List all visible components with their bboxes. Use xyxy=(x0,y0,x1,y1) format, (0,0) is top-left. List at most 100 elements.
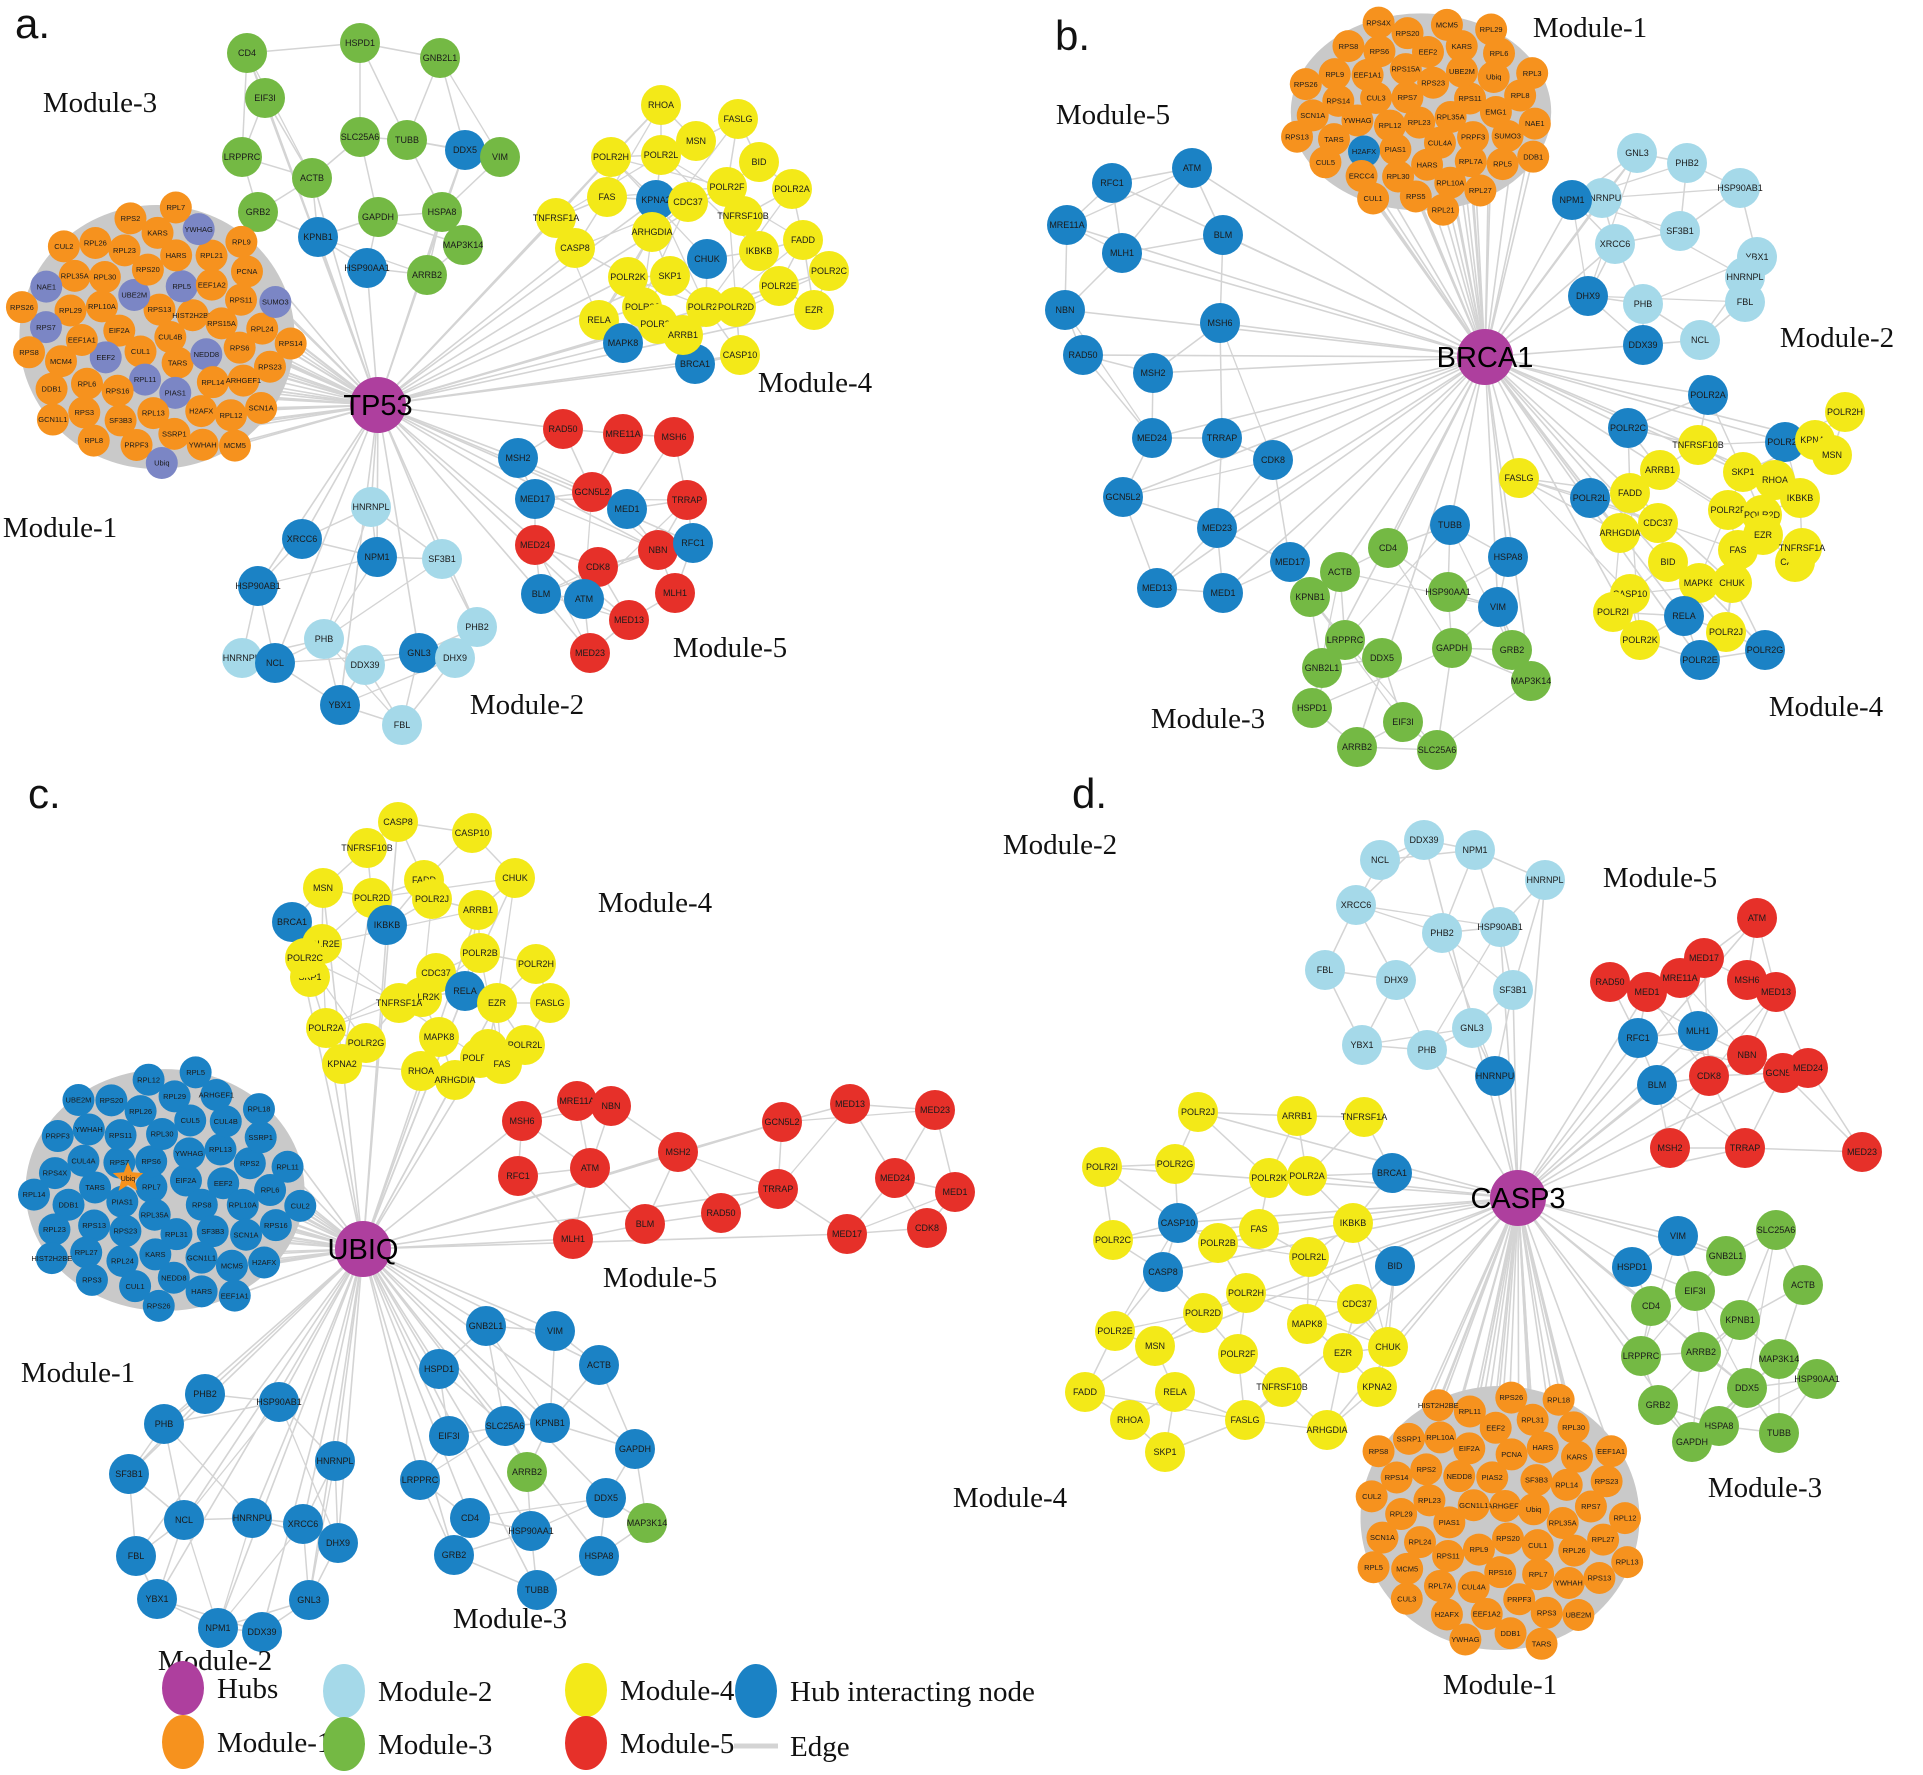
node-HSP90AB1[interactable]: HSP90AB1 xyxy=(256,1382,302,1422)
node-SLC25A6[interactable]: SLC25A6 xyxy=(1417,730,1457,770)
node-RPL31[interactable]: RPL31 xyxy=(1516,1403,1549,1436)
node-RPL10A[interactable]: RPL10A xyxy=(226,1188,259,1221)
node-POLR2D[interactable]: POLR2D xyxy=(716,287,756,327)
node-RPS4X[interactable]: RPS4X xyxy=(38,1157,71,1190)
node-RPL24[interactable]: RPL24 xyxy=(246,312,279,345)
node-EEF1A1[interactable]: EEF1A1 xyxy=(218,1279,251,1312)
node-GNB2L1[interactable]: GNB2L1 xyxy=(1706,1236,1746,1276)
node-IKBKB[interactable]: IKBKB xyxy=(1780,478,1820,518)
node-RFC1[interactable]: RFC1 xyxy=(1092,163,1132,203)
node-RPS26[interactable]: RPS26 xyxy=(1495,1381,1528,1414)
node-CHUK[interactable]: CHUK xyxy=(1712,563,1752,603)
node-UBE2M[interactable]: UBE2M xyxy=(62,1084,95,1117)
node-RPS2[interactable]: RPS2 xyxy=(233,1147,266,1180)
node-CUL4B[interactable]: CUL4B xyxy=(154,321,187,353)
node-SLC25A6[interactable]: SLC25A6 xyxy=(485,1406,525,1446)
node-CUL4A[interactable]: CUL4A xyxy=(1457,1571,1490,1604)
node-YWHAG[interactable]: YWHAG xyxy=(182,213,215,246)
node-ACTB[interactable]: ACTB xyxy=(1320,552,1360,592)
node-POLR2A[interactable]: POLR2A xyxy=(772,169,812,209)
node-FAS[interactable]: FAS xyxy=(587,177,627,217)
node-MAPK8[interactable]: MAPK8 xyxy=(419,1017,459,1057)
node-NCL[interactable]: NCL xyxy=(255,643,295,683)
node-FASLG[interactable]: FASLG xyxy=(1225,1400,1265,1440)
node-RPL9[interactable]: RPL9 xyxy=(1462,1533,1495,1566)
node-KPNA2[interactable]: KPNA2 xyxy=(1357,1367,1397,1407)
node-YBX1[interactable]: YBX1 xyxy=(1342,1025,1382,1065)
node-RPS7[interactable]: RPS7 xyxy=(1391,81,1424,114)
node-KPNA2[interactable]: KPNA2 xyxy=(636,180,676,220)
node-RPL14[interactable]: RPL14 xyxy=(18,1178,51,1211)
node-RPL24[interactable]: RPL24 xyxy=(1404,1526,1437,1559)
node-NPM1[interactable]: NPM1 xyxy=(198,1608,238,1648)
node-ATM[interactable]: ATM xyxy=(570,1148,610,1188)
node-RPS8[interactable]: RPS8 xyxy=(1332,30,1365,63)
node-MSH6[interactable]: MSH6 xyxy=(502,1101,542,1141)
node-CASP8[interactable]: CASP8 xyxy=(555,228,595,268)
node-GCN1L1[interactable]: GCN1L1 xyxy=(1457,1489,1490,1522)
node-EIF3I[interactable]: EIF3I xyxy=(1383,702,1423,742)
node-POLR2C[interactable]: POLR2C xyxy=(1608,408,1648,448)
node-ACTB[interactable]: ACTB xyxy=(579,1345,619,1385)
node-RPL29[interactable]: RPL29 xyxy=(158,1080,191,1113)
node-ATM[interactable]: ATM xyxy=(1737,898,1777,938)
node-MLH1[interactable]: MLH1 xyxy=(553,1219,593,1259)
node-GRB2[interactable]: GRB2 xyxy=(238,192,278,232)
node-RPL12[interactable]: RPL12 xyxy=(132,1063,165,1096)
node-RPL23[interactable]: RPL23 xyxy=(38,1213,71,1246)
node-POLR2C[interactable]: POLR2C xyxy=(1093,1220,1133,1260)
node-EMG1[interactable]: EMG1 xyxy=(1479,96,1512,129)
node-RPS20[interactable]: RPS20 xyxy=(131,253,164,286)
node-ACTB[interactable]: ACTB xyxy=(292,158,332,198)
node-GCN5L2[interactable]: GCN5L2 xyxy=(572,472,612,512)
node-RPL18[interactable]: RPL18 xyxy=(242,1093,275,1126)
node-HSP90AA1[interactable]: HSP90AA1 xyxy=(1794,1359,1840,1399)
node-CUL1[interactable]: CUL1 xyxy=(119,1270,152,1303)
node-POLR2E[interactable]: POLR2E xyxy=(759,266,799,306)
node-EZR[interactable]: EZR xyxy=(1323,1333,1363,1373)
node-GNB2L1[interactable]: GNB2L1 xyxy=(1302,648,1342,688)
node-PRPF3[interactable]: PRPF3 xyxy=(41,1120,74,1153)
node-RPL26[interactable]: RPL26 xyxy=(124,1095,157,1128)
node-BID[interactable]: BID xyxy=(1375,1246,1415,1286)
node-TNFRSF10B[interactable]: TNFRSF10B xyxy=(1672,425,1724,465)
node-RPL5[interactable]: RPL5 xyxy=(1357,1551,1390,1584)
node-XRCC6[interactable]: XRCC6 xyxy=(1595,224,1635,264)
node-PIAS1[interactable]: PIAS1 xyxy=(1433,1506,1466,1539)
node-RFC1[interactable]: RFC1 xyxy=(1618,1018,1658,1058)
node-RPS20[interactable]: RPS20 xyxy=(95,1084,128,1117)
node-RPS8[interactable]: RPS8 xyxy=(1362,1435,1395,1468)
node-BRCA1[interactable]: BRCA1 xyxy=(272,902,312,942)
node-EEF1A1[interactable]: EEF1A1 xyxy=(65,323,98,356)
node-CUL5[interactable]: CUL5 xyxy=(174,1104,207,1137)
node-RPL10A[interactable]: RPL10A xyxy=(1424,1421,1457,1454)
node-TNFRSF10B[interactable]: TNFRSF10B xyxy=(1256,1367,1308,1407)
hub-node-BRCA1[interactable]: BRCA1 xyxy=(1437,329,1534,385)
node-ARHGDIA[interactable]: ARHGDIA xyxy=(1599,513,1641,553)
node-RPL29[interactable]: RPL29 xyxy=(1475,13,1508,46)
node-SF3B1[interactable]: SF3B1 xyxy=(109,1454,149,1494)
node-POLR2H[interactable]: POLR2H xyxy=(591,137,631,177)
node-YWHAG[interactable]: YWHAG xyxy=(1449,1623,1482,1656)
node-RPS23[interactable]: RPS23 xyxy=(109,1215,142,1248)
node-RPS7[interactable]: RPS7 xyxy=(1574,1490,1607,1523)
node-POLR2A[interactable]: POLR2A xyxy=(1688,375,1728,415)
node-HSP90AA1[interactable]: HSP90AA1 xyxy=(1425,572,1471,612)
node-SKP1[interactable]: SKP1 xyxy=(650,256,690,296)
node-RHOA[interactable]: RHOA xyxy=(641,85,681,125)
node-POLR2L[interactable]: POLR2L xyxy=(1570,478,1610,518)
node-GNL3[interactable]: GNL3 xyxy=(1617,133,1657,173)
node-RELA[interactable]: RELA xyxy=(1664,596,1704,636)
node-RPS13[interactable]: RPS13 xyxy=(78,1209,111,1242)
node-MED23[interactable]: MED23 xyxy=(570,633,610,673)
node-FADD[interactable]: FADD xyxy=(1065,1372,1105,1412)
node-RPS6[interactable]: RPS6 xyxy=(223,331,256,364)
node-MED17[interactable]: MED17 xyxy=(827,1214,867,1254)
node-RPL8[interactable]: RPL8 xyxy=(77,424,110,457)
node-NPM1[interactable]: NPM1 xyxy=(357,537,397,577)
node-CHUK[interactable]: CHUK xyxy=(687,239,727,279)
node-CD4[interactable]: CD4 xyxy=(1368,528,1408,568)
node-RFC1[interactable]: RFC1 xyxy=(673,523,713,563)
node-TUBB[interactable]: TUBB xyxy=(1430,505,1470,545)
node-GRB2[interactable]: GRB2 xyxy=(1638,1385,1678,1425)
